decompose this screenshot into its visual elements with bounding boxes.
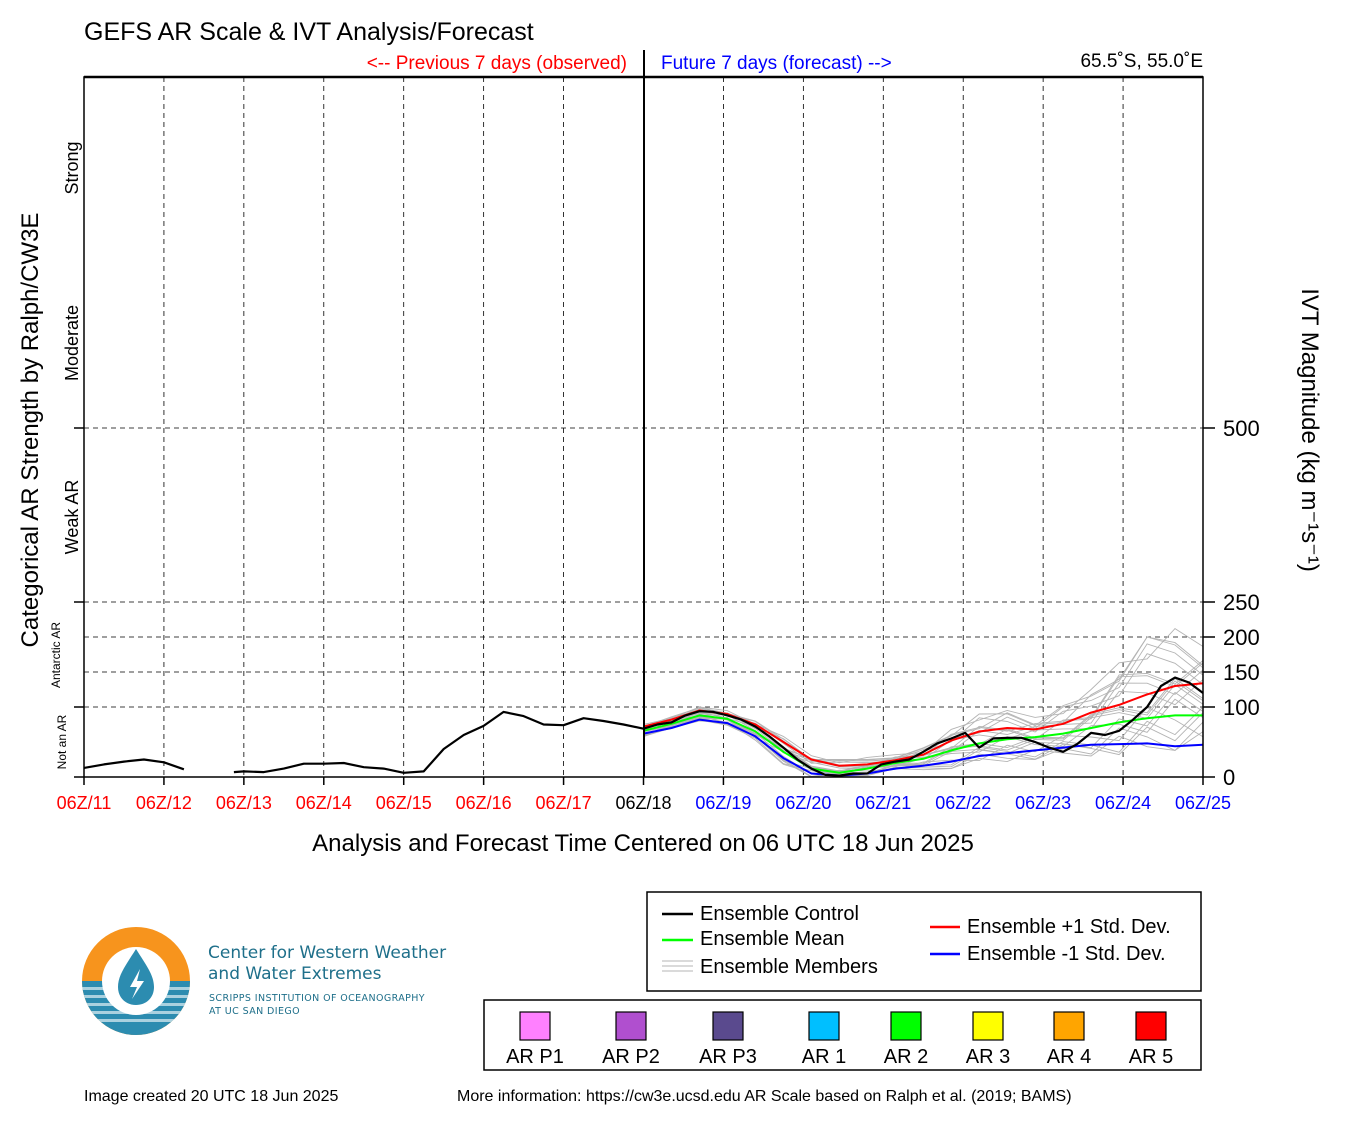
ar-scale-swatch <box>808 1011 840 1041</box>
series-minus-std-line <box>643 718 1204 777</box>
more-info-label: More information: https://cw3e.ucsd.edu … <box>457 1088 1072 1105</box>
ar-scale-swatch <box>615 1011 647 1041</box>
ar-scale-swatch <box>712 1011 744 1041</box>
y-tick-label: 250 <box>1223 590 1260 615</box>
x-tick-label: 06Z/17 <box>536 793 592 813</box>
y-tick-label: 100 <box>1223 695 1260 720</box>
ticks: 06Z/11 06Z/12 06Z/13 06Z/14 06Z/15 06Z/16 06Z/… <box>57 416 1260 813</box>
ar-scale-label: AR P3 <box>699 1046 757 1068</box>
category-label: Weak AR <box>62 480 82 555</box>
org-name-line2: and Water Extremes <box>208 964 382 984</box>
ensemble-member-line <box>643 636 1204 760</box>
ar-scale-swatch <box>1135 1011 1167 1041</box>
y-tick-label: 200 <box>1223 625 1260 650</box>
x-tick-label: 06Z/18 <box>615 793 671 813</box>
x-tick-label: 06Z/21 <box>855 793 911 813</box>
y-tick-label: 500 <box>1223 416 1260 441</box>
x-tick-label: 06Z/14 <box>296 793 352 813</box>
ar-scale-label: AR P2 <box>602 1046 660 1068</box>
ensemble-member-line <box>643 636 1204 761</box>
category-label: Not an AR <box>55 714 69 769</box>
legend-members: Ensemble Members <box>662 956 878 978</box>
x-tick-label: 06Z/22 <box>935 793 991 813</box>
x-tick-label: 06Z/11 <box>57 793 112 813</box>
category-label: Strong <box>62 141 82 194</box>
ar-scale-label: AR 5 <box>1129 1046 1173 1068</box>
ar-scale-label: AR 2 <box>884 1046 928 1068</box>
ar-scale-label: AR P1 <box>506 1046 564 1068</box>
ar-scale-label: AR 4 <box>1047 1046 1091 1068</box>
ar-scale-label: AR 3 <box>966 1046 1010 1068</box>
category-label: Antarctic AR <box>49 622 63 688</box>
data-lines <box>83 628 1204 778</box>
ar-scale-swatch <box>972 1011 1004 1041</box>
x-tick-label: 06Z/24 <box>1095 793 1151 813</box>
image-created-label: Image created 20 UTC 18 Jun 2025 <box>84 1088 339 1105</box>
ar-scale-label: AR 1 <box>802 1046 846 1068</box>
series-control-line <box>643 676 1204 777</box>
legend-box <box>646 891 1202 992</box>
x-tick-label: 06Z/15 <box>376 793 432 813</box>
x-tick-label: 06Z/13 <box>216 793 272 813</box>
org-subtitle-line1: SCRIPPS INSTITUTION OF OCEANOGRAPHY <box>209 993 425 1004</box>
previous-days-label: <-- Previous 7 days (observed) <box>367 53 627 74</box>
legend-plus-std: Ensemble +1 Std. Dev. <box>930 916 1171 938</box>
y-tick-label: 150 <box>1223 660 1260 685</box>
ar-scale-key: AR P1 AR P2 AR P3 AR 1 AR 2 AR 3 AR 4 AR 5 <box>506 1011 1173 1068</box>
observed-ivt-line <box>83 758 185 771</box>
left-axis-title: Categorical AR Strength by Ralph/CW3E <box>17 213 44 648</box>
ar-scale-swatch <box>890 1011 922 1041</box>
right-axis-title: IVT Magnitude (kg m⁻¹s⁻¹) <box>1296 288 1323 572</box>
ensemble-member-line <box>643 653 1204 764</box>
x-tick-label: 06Z/12 <box>136 793 192 813</box>
legend-mean: Ensemble Mean <box>662 928 845 950</box>
legend-control: Ensemble Control <box>662 903 859 925</box>
location-label: 65.5˚S, 55.0˚E <box>1080 51 1203 72</box>
cw3e-logo <box>82 927 190 1035</box>
legend-members-label: Ensemble Members <box>700 956 878 978</box>
legend-minus-std: Ensemble -1 Std. Dev. <box>930 943 1166 965</box>
legend-control-label: Ensemble Control <box>700 903 859 925</box>
legend-plus-std-label: Ensemble +1 Std. Dev. <box>967 916 1171 938</box>
org-subtitle-line2: AT UC SAN DIEGO <box>209 1006 300 1017</box>
category-labels: Strong Moderate Weak AR Antarctic AR Not an … <box>49 141 82 769</box>
legend-mean-label: Ensemble Mean <box>700 928 845 950</box>
legend-members-swatch <box>662 960 693 972</box>
x-tick-label: 06Z/19 <box>695 793 751 813</box>
chart-title: GEFS AR Scale & IVT Analysis/Forecast <box>84 18 534 46</box>
ar-scale-swatch <box>1053 1011 1085 1041</box>
ensemble-member-line <box>643 719 1204 777</box>
series-mean-line <box>643 714 1203 774</box>
x-tick-label: 06Z/25 <box>1175 793 1231 813</box>
x-axis-title: Analysis and Forecast Time Centered on 0… <box>312 830 974 857</box>
future-days-label: Future 7 days (forecast) --> <box>661 53 892 74</box>
x-tick-label: 06Z/16 <box>456 793 512 813</box>
observed-ivt-line <box>233 710 644 774</box>
category-label: Moderate <box>62 305 82 381</box>
org-name-line1: Center for Western Weather <box>208 943 447 963</box>
legend-minus-std-label: Ensemble -1 Std. Dev. <box>967 943 1166 965</box>
y-tick-label: 0 <box>1223 765 1235 790</box>
x-tick-label: 06Z/23 <box>1015 793 1071 813</box>
ar-scale-swatch <box>519 1011 551 1041</box>
x-tick-label: 06Z/20 <box>775 793 831 813</box>
